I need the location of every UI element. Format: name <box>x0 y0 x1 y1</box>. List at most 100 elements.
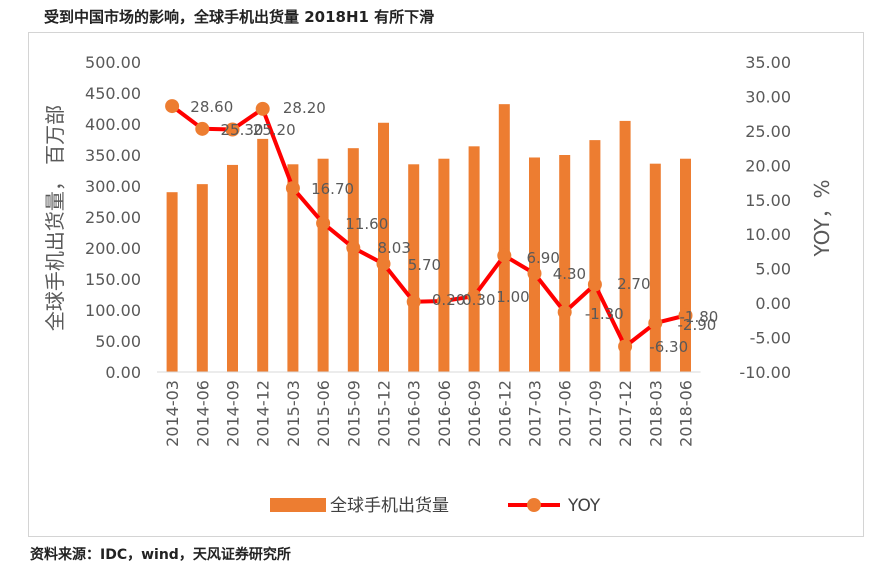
x-tick-2016-12: 2016-12 <box>495 380 514 447</box>
bar-2016-06 <box>438 158 450 372</box>
bar-2017-12 <box>619 120 631 373</box>
yoy-point-2016-09 <box>467 289 482 304</box>
y-axis-right-title: YOY，% <box>810 180 834 258</box>
y-right-tick: 0.00 <box>755 294 791 313</box>
yoy-point-2014-03 <box>165 99 180 114</box>
yoy-point-2018-03 <box>648 316 663 331</box>
bar-2018-06 <box>680 158 691 372</box>
legend-bar-label: 全球手机出货量 <box>330 496 449 516</box>
y-axis-left: 0.00 50.00 100.00 150.00 200.00 250.00 300.00 3… <box>85 53 141 382</box>
y-right-tick: 5.00 <box>755 260 791 279</box>
yoy-point-2015-06 <box>316 216 331 231</box>
legend-line-marker <box>527 498 541 512</box>
bar-2015-06 <box>317 158 329 372</box>
data-label-2015-06: 16.70 <box>311 180 354 198</box>
y-right-tick: 30.00 <box>745 87 791 106</box>
y-right-tick: -5.00 <box>750 329 791 348</box>
data-label-2015-09: 11.60 <box>345 215 388 233</box>
x-tick-2014-03: 2014-03 <box>163 380 182 447</box>
bar-2015-09 <box>347 148 359 372</box>
x-tick-2014-09: 2014-09 <box>224 380 243 447</box>
y-left-tick: 50.00 <box>95 332 141 351</box>
bar-2016-12 <box>498 104 510 372</box>
y-axis-left-title: 全球手机出货量， 百万部 <box>43 105 67 331</box>
data-label-2018-06: -2.90 <box>678 316 717 334</box>
y-right-tick: 20.00 <box>745 156 791 175</box>
data-label-2016-03: 5.70 <box>408 256 441 274</box>
y-left-tick: 250.00 <box>85 208 141 227</box>
yoy-point-2015-09 <box>346 240 361 255</box>
y-right-tick: 15.00 <box>745 191 791 210</box>
y-axis-right: -10.00 -5.00 0.00 5.00 10.00 15.00 20.00 25.00 3… <box>739 53 791 382</box>
legend-bar-swatch <box>270 498 326 512</box>
y-right-tick: 35.00 <box>745 53 791 72</box>
bar-2016-09 <box>468 146 480 372</box>
x-tick-2015-06: 2015-06 <box>314 380 333 447</box>
yoy-point-2014-06 <box>195 121 210 136</box>
data-label-2015-03: 28.20 <box>283 99 326 117</box>
y-left-tick: 300.00 <box>85 177 141 196</box>
y-left-tick: 150.00 <box>85 270 141 289</box>
yoy-point-2016-06 <box>436 294 451 309</box>
data-label-2017-09: -1.30 <box>585 305 624 323</box>
yoy-point-2017-03 <box>527 266 542 281</box>
bar-2014-09 <box>227 164 238 372</box>
x-tick-2017-06: 2017-06 <box>556 380 575 447</box>
yoy-point-2014-09 <box>225 122 240 137</box>
line-series <box>165 99 693 354</box>
bar-2014-06 <box>196 184 208 372</box>
yoy-point-2015-12 <box>376 256 391 271</box>
bar-series <box>166 104 691 373</box>
x-tick-2017-03: 2017-03 <box>526 380 545 447</box>
y-left-tick: 100.00 <box>85 301 141 320</box>
y-right-tick: 10.00 <box>745 225 791 244</box>
chart-title: 受到中国市场的影响，全球手机出货量 2018H1 有所下滑 <box>44 8 435 26</box>
x-tick-2015-03: 2015-03 <box>284 380 303 447</box>
data-label-2017-12: 2.70 <box>617 275 650 293</box>
yoy-point-2017-06 <box>557 305 572 320</box>
x-tick-2014-12: 2014-12 <box>254 380 273 447</box>
bar-2015-03 <box>287 164 299 372</box>
data-label-2017-03: 6.90 <box>527 249 560 267</box>
source-note: 资料来源：IDC，wind，天风证券研究所 <box>30 547 291 563</box>
x-tick-2016-09: 2016-09 <box>465 380 484 447</box>
yoy-point-2017-12 <box>618 339 633 354</box>
bar-2014-12 <box>257 138 269 372</box>
y-left-tick: 400.00 <box>85 115 141 134</box>
yoy-point-2014-12 <box>255 101 270 116</box>
bar-2017-03 <box>529 157 540 372</box>
bar-2017-06 <box>559 155 571 372</box>
legend-line-label: YOY <box>567 496 601 516</box>
y-left-tick: 200.00 <box>85 239 141 258</box>
y-right-tick: -10.00 <box>739 363 791 382</box>
data-label-2014-06: 28.60 <box>190 98 233 116</box>
data-label-2016-09: 0.30 <box>462 291 495 309</box>
bar-2018-03 <box>649 163 661 372</box>
yoy-point-2017-09 <box>587 277 602 292</box>
yoy-point-2018-06 <box>678 308 693 323</box>
data-label-2018-03: -6.30 <box>649 338 688 356</box>
data-label-2014-09: 25.30 <box>221 121 264 139</box>
x-tick-2015-12: 2015-12 <box>375 380 394 447</box>
bar-2016-03 <box>408 164 420 372</box>
bar-2014-03 <box>166 192 178 372</box>
legend: 全球手机出货量 YOY <box>270 496 601 516</box>
data-label-2014-12: 25.20 <box>253 121 296 139</box>
bar-2015-12 <box>378 122 389 372</box>
data-label-2018-06: -1.80 <box>680 308 719 326</box>
y-left-tick: 450.00 <box>85 84 141 103</box>
x-axis: 2014-03 2014-06 2014-09 2014-12 2015-03 2015-… <box>157 371 701 447</box>
y-left-tick: 350.00 <box>85 146 141 165</box>
chart-frame <box>28 32 864 537</box>
data-label-2016-06: 0.20 <box>432 291 465 309</box>
yoy-point-2016-12 <box>497 248 512 263</box>
data-label-2016-12: 1.00 <box>496 288 529 306</box>
x-tick-2017-12: 2017-12 <box>616 380 635 447</box>
y-left-tick: 500.00 <box>85 53 141 72</box>
x-tick-2018-03: 2018-03 <box>646 380 665 447</box>
x-tick-2016-06: 2016-06 <box>435 380 454 447</box>
yoy-point-2016-03 <box>406 294 421 309</box>
x-tick-2017-09: 2017-09 <box>586 380 605 447</box>
yoy-point-2015-03 <box>285 181 300 196</box>
